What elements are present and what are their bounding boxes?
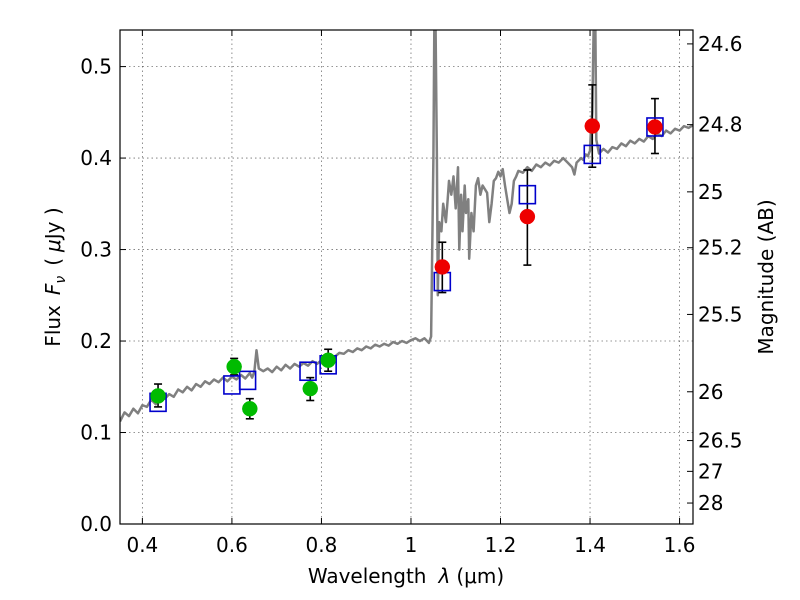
y-axis-label-unit-rest: Jy ) — [41, 207, 65, 241]
y-tick-label: 0.3 — [80, 238, 112, 262]
y2-tick-label: 28 — [698, 491, 723, 515]
x-tick-label: 1.6 — [664, 533, 696, 557]
y-axis-label-text: Flux — [41, 305, 65, 347]
model-photometry-square — [646, 117, 664, 137]
y2-tick-label: 25.2 — [698, 236, 743, 260]
observed-flux-point — [519, 208, 536, 225]
x-tick-label: 0.4 — [126, 533, 158, 557]
observed-flux-point — [434, 259, 451, 275]
y2-tick-label: 24.8 — [698, 113, 743, 137]
y2-tick-label: 26 — [698, 380, 723, 404]
y-axis-label-unit-mu: μ — [41, 239, 65, 253]
data-layer — [120, 30, 693, 423]
y-tick-label: 0.2 — [80, 329, 112, 353]
y2-tick-label: 24.6 — [698, 32, 743, 56]
y2-tick-label: 25 — [698, 180, 723, 204]
y-axis-label-symbol: F — [41, 283, 65, 295]
model-photometry-square — [238, 370, 257, 391]
y-tick-label: 0.1 — [80, 421, 112, 445]
y2-tick-label: 26.5 — [698, 429, 743, 453]
observed-flux-point — [242, 400, 258, 417]
x-axis-label-unit: (μm) — [456, 564, 504, 588]
observed-flux-point — [647, 119, 663, 135]
x-axis-label-text: Wavelength — [308, 564, 427, 588]
x-axis-label-symbol: λ — [438, 564, 451, 588]
y2-tick-label: 25.5 — [698, 302, 743, 326]
model-photometry-square — [299, 361, 317, 382]
y-axis-label: Flux Fν ( μJy ) — [41, 207, 69, 346]
observed-flux-point — [150, 388, 166, 404]
model-photometry-square — [518, 184, 537, 205]
observed-flux-point — [584, 118, 601, 134]
y-tick-label: 0.4 — [80, 146, 112, 170]
y2-tick-label: 27 — [698, 459, 723, 483]
x-tick-label: 1 — [405, 533, 418, 557]
x-tick-label: 1.2 — [485, 533, 517, 557]
y-axis-label-subscript: ν — [53, 276, 69, 284]
y-tick-label: 0.0 — [80, 512, 112, 536]
plot-frame — [119, 29, 694, 525]
observed-flux-point — [226, 358, 242, 375]
x-tick-label: 0.8 — [306, 533, 338, 557]
x-tick-label: 0.6 — [216, 533, 248, 557]
observed-flux-point — [320, 352, 336, 368]
y2-axis-label: Magnitude (AB) — [754, 199, 778, 354]
x-axis-label: Wavelength λ (μm) — [308, 564, 504, 588]
observed-flux-point — [302, 380, 319, 397]
y-tick-label: 0.5 — [80, 55, 112, 79]
y-axis-label-unit-open: ( — [41, 258, 65, 266]
ticks: 0.4 0.6 0.8 1 1.2 1.4 1.6 0.0 0.1 0.2 0.3 0.4 0.5 24.… — [80, 30, 743, 557]
model-photometry-square — [583, 144, 602, 165]
x-tick-label: 1.4 — [574, 533, 606, 557]
